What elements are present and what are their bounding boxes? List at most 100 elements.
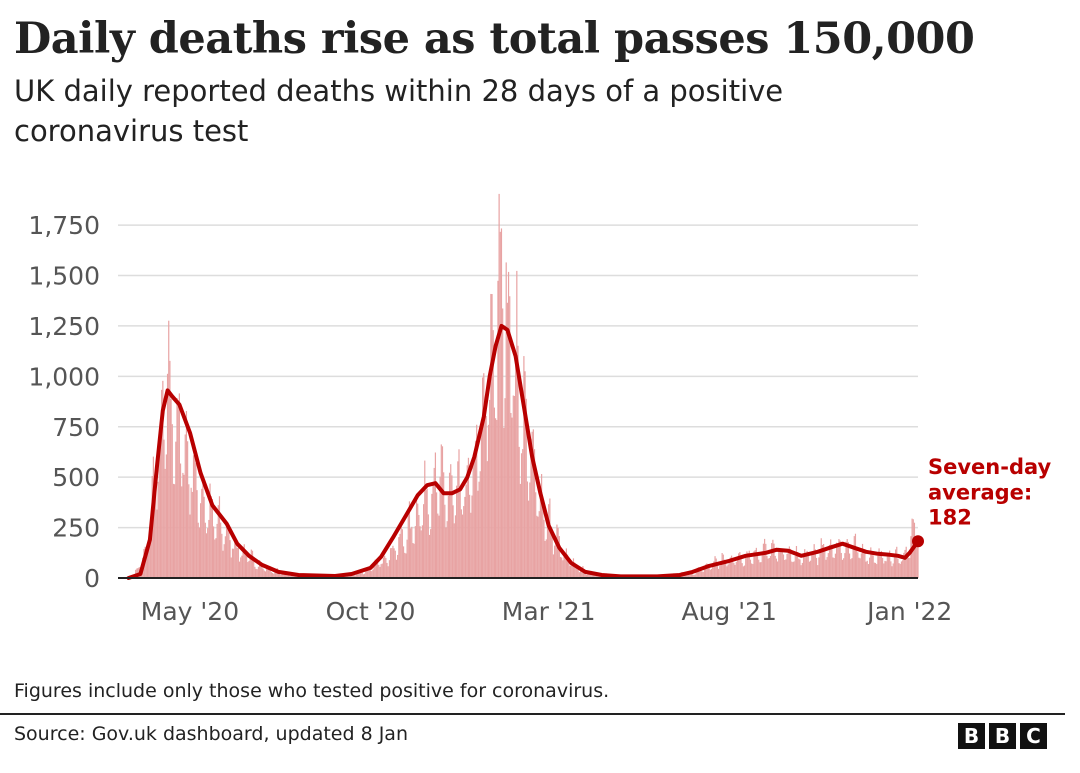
daily-bar <box>538 511 540 578</box>
daily-bar <box>236 547 238 578</box>
daily-bar <box>413 543 415 578</box>
daily-bar <box>478 481 480 578</box>
daily-bar <box>858 557 860 578</box>
daily-bar <box>890 561 892 578</box>
daily-bar <box>727 564 729 578</box>
daily-bar <box>583 569 585 578</box>
daily-bar <box>407 512 409 578</box>
daily-bar <box>420 530 422 578</box>
daily-bar <box>418 514 420 578</box>
daily-bar <box>446 521 448 578</box>
daily-bar <box>568 562 570 578</box>
daily-bar <box>281 573 283 578</box>
daily-bar <box>474 440 477 578</box>
daily-bar <box>261 563 263 578</box>
daily-bar <box>391 548 393 578</box>
daily-bar <box>694 574 696 578</box>
daily-bar <box>148 545 150 578</box>
daily-bar <box>850 559 852 578</box>
daily-bar <box>735 561 737 578</box>
daily-bar <box>497 280 499 578</box>
daily-bar <box>175 441 177 578</box>
x-tick-label: Mar '21 <box>502 597 596 626</box>
daily-bar <box>717 568 720 578</box>
daily-bar <box>804 549 806 578</box>
daily-bar <box>256 569 258 578</box>
daily-bar <box>198 527 201 578</box>
daily-bar <box>242 546 244 578</box>
daily-bar <box>515 352 517 578</box>
daily-bar <box>558 536 560 578</box>
daily-bar <box>562 560 564 578</box>
daily-bar <box>182 472 184 578</box>
daily-bar <box>891 566 893 578</box>
daily-bar <box>556 524 558 578</box>
daily-bar <box>535 492 537 578</box>
daily-bar <box>859 558 861 578</box>
daily-bar <box>907 557 910 578</box>
daily-bar <box>204 522 206 578</box>
daily-bar <box>740 555 742 578</box>
daily-bar <box>588 573 590 578</box>
daily-bar <box>565 548 567 578</box>
daily-bar <box>181 486 183 578</box>
daily-bar <box>372 569 374 578</box>
daily-bar <box>870 547 872 578</box>
daily-bar <box>879 555 881 578</box>
daily-bar <box>769 555 772 578</box>
daily-bar <box>470 512 472 578</box>
daily-bar <box>500 228 503 578</box>
daily-bar <box>189 514 191 578</box>
latest-value-point <box>912 535 924 548</box>
daily-bar <box>753 551 755 578</box>
daily-bar <box>280 574 282 578</box>
daily-bar <box>405 553 407 578</box>
daily-bar <box>867 564 870 578</box>
daily-bar <box>748 550 750 578</box>
daily-bar <box>518 446 520 578</box>
daily-bar <box>754 550 756 578</box>
daily-bar <box>179 463 182 578</box>
daily-bar <box>221 533 223 578</box>
daily-bar <box>808 561 811 578</box>
daily-bar <box>402 546 405 578</box>
daily-bar <box>839 540 841 578</box>
daily-bar <box>355 574 357 578</box>
daily-bar <box>555 539 557 578</box>
daily-bar <box>791 561 793 578</box>
daily-bar <box>913 522 916 578</box>
daily-bar <box>434 452 437 578</box>
daily-bar <box>817 565 819 578</box>
daily-bar <box>738 553 740 578</box>
daily-bar <box>406 539 408 578</box>
daily-bar <box>525 398 527 578</box>
daily-bar <box>202 482 204 578</box>
daily-bar <box>492 330 494 578</box>
daily-bar <box>561 557 563 578</box>
daily-bar <box>235 539 237 578</box>
daily-bar <box>172 483 175 578</box>
daily-bar <box>385 557 387 578</box>
daily-bar <box>231 548 234 578</box>
daily-bar <box>578 572 580 578</box>
daily-bar <box>439 476 441 578</box>
daily-bar <box>471 495 473 578</box>
daily-bar <box>528 500 530 578</box>
daily-bar <box>767 558 769 578</box>
daily-bar <box>419 526 421 578</box>
daily-bar <box>545 539 547 578</box>
daily-bar <box>594 575 596 578</box>
daily-bar <box>480 431 483 578</box>
daily-bar <box>576 566 578 578</box>
daily-bar <box>212 526 215 578</box>
daily-bar <box>237 547 239 578</box>
daily-bar <box>564 553 566 578</box>
daily-bar <box>279 572 281 578</box>
daily-bar <box>591 573 593 578</box>
x-tick-label: May '20 <box>141 597 239 626</box>
daily-bar <box>546 517 549 578</box>
daily-bar <box>893 554 896 578</box>
daily-bar <box>889 550 891 578</box>
daily-bar <box>771 543 773 578</box>
daily-bar <box>806 550 808 578</box>
